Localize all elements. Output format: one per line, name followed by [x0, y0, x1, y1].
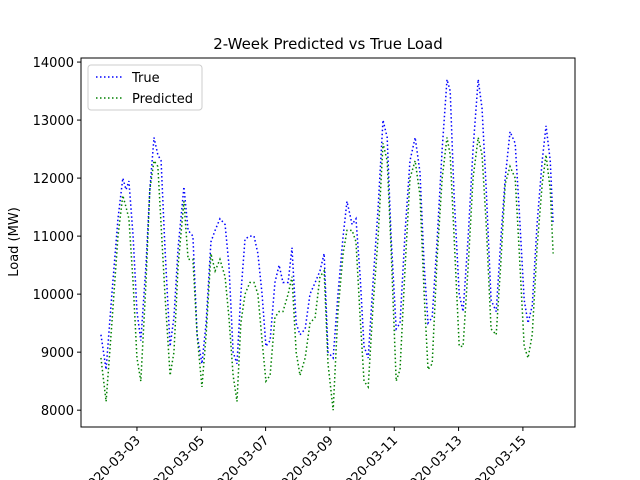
- series-line: [100, 79, 554, 370]
- y-tick-label: 11000: [33, 230, 74, 245]
- y-axis-label: Load (MW): [7, 207, 22, 277]
- y-tick-label: 10000: [33, 288, 74, 303]
- x-tick-label: 2020-03-05: [144, 433, 208, 480]
- legend-label: True: [131, 71, 160, 86]
- x-tick-label: 2020-03-09: [273, 433, 337, 480]
- legend-label: Predicted: [132, 92, 193, 107]
- y-tick-label: 9000: [41, 346, 74, 361]
- plot-frame: [80, 57, 576, 428]
- x-tick-label: 2020-03-07: [208, 433, 272, 480]
- y-tick-label: 8000: [41, 404, 74, 419]
- x-tick-label: 2020-03-15: [466, 433, 530, 480]
- x-tick-label: 2020-03-13: [401, 433, 465, 480]
- series-line: [100, 137, 554, 411]
- chart-title: 2-Week Predicted vs True Load: [213, 35, 442, 53]
- y-tick-label: 13000: [33, 114, 74, 129]
- y-tick-label: 14000: [33, 56, 74, 71]
- x-tick-label: 2020-03-03: [80, 433, 144, 480]
- x-tick-label: 2020-03-11: [337, 433, 401, 480]
- y-tick-label: 12000: [33, 172, 74, 187]
